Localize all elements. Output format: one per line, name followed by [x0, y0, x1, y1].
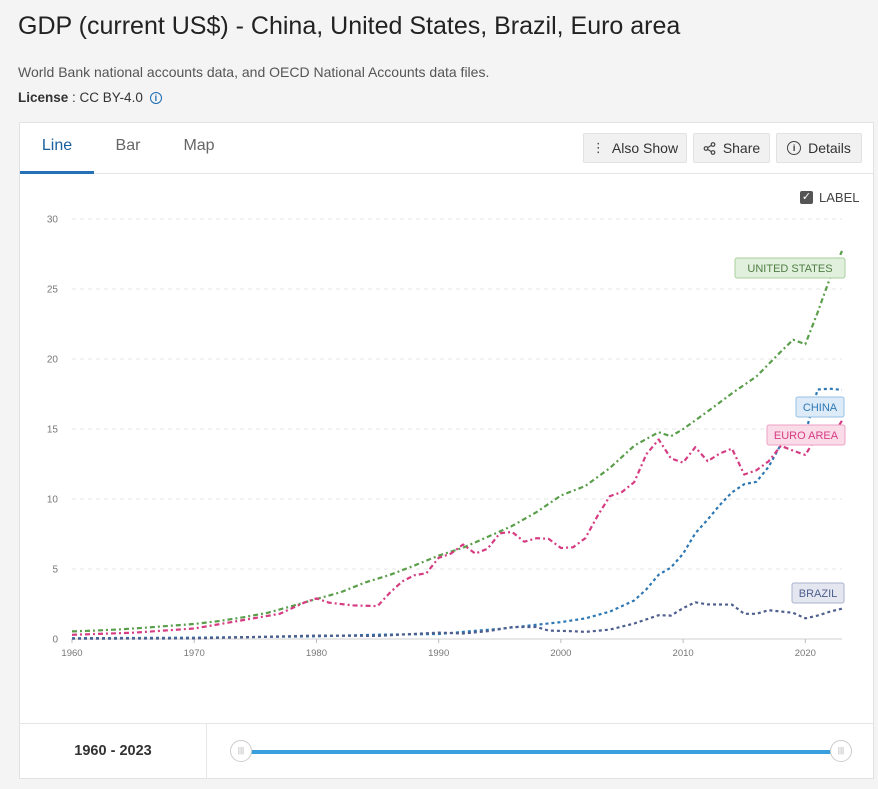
share-icon [703, 141, 716, 155]
series-label-box-brazil [791, 582, 845, 604]
label-toggle[interactable]: ✓ LABEL [800, 190, 859, 205]
tab-map[interactable]: Map [183, 137, 215, 154]
x-tick-label: 2010 [673, 648, 694, 659]
year-range-label: 1960 - 2023 [20, 724, 207, 779]
y-tick-label: 5 [52, 565, 58, 576]
range-separator: - [106, 743, 120, 759]
x-tick-label: 2000 [550, 648, 571, 659]
tab-bar[interactable]: Bar [115, 137, 141, 154]
series-label-brazil: BRAZIL [799, 588, 838, 600]
y-tick-label: 30 [47, 215, 59, 226]
y-tick-label: 20 [47, 355, 59, 366]
details-button[interactable]: i Details [776, 133, 862, 163]
license-separator: : [68, 90, 80, 105]
range-footer: 1960 - 2023 ||| ||| [20, 723, 873, 779]
license-line: License : CC BY-4.0 i [18, 90, 162, 105]
view-tabs: Line Bar Map ⋮ Also Show Share i Details [20, 123, 873, 174]
source-note: World Bank national accounts data, and O… [18, 64, 490, 80]
y-tick-label: 25 [47, 285, 59, 296]
series-line-brazil [71, 601, 843, 640]
series-label-box-united-states [734, 257, 846, 279]
y-tick-label: 10 [47, 495, 59, 506]
line-chart: 0 5 10 15 20 25 30 1960 1970 1980 1990 2000 2010 2020… [47, 215, 846, 659]
x-tick-label: 1980 [306, 648, 327, 659]
label-toggle-text: LABEL [819, 190, 860, 205]
details-label: Details [808, 140, 851, 156]
x-tick-label: 2020 [795, 648, 816, 659]
also-show-label: Also Show [611, 140, 679, 156]
info-icon[interactable]: i [149, 91, 162, 104]
series-line-china [71, 387, 843, 640]
chart-card: Line Bar Map ⋮ Also Show Share i Details… [19, 122, 874, 779]
range-end: 2023 [119, 743, 152, 759]
also-show-button[interactable]: ⋮ Also Show [583, 133, 687, 163]
x-tick-label: 1960 [61, 648, 82, 659]
y-tick-label: 0 [52, 635, 58, 646]
share-label: Share [722, 140, 761, 156]
x-tick-label: 1970 [184, 648, 205, 659]
license-label: License [18, 90, 69, 105]
series-label-china: CHINA [803, 402, 838, 414]
label-checkbox[interactable]: ✓ [800, 191, 813, 204]
series-label-box-euro-area [766, 424, 846, 446]
series-line-euro-area [71, 420, 843, 636]
series-label-box-china [795, 396, 845, 418]
range-end-handle[interactable]: ||| [830, 740, 852, 762]
series-label-euro-area: EURO AREA [774, 430, 839, 442]
range-slider-track[interactable] [242, 750, 840, 754]
series-label-united-states: UNITED STATES [747, 263, 832, 275]
info-circle-icon: i [787, 141, 802, 155]
range-start-handle[interactable]: ||| [230, 740, 252, 762]
y-tick-label: 15 [47, 425, 59, 436]
share-button[interactable]: Share [693, 133, 770, 163]
license-value: CC BY-4.0 [79, 90, 143, 105]
x-tick-label: 1990 [428, 648, 449, 659]
tab-line[interactable]: Line [20, 123, 94, 174]
series-line-united-states [71, 250, 844, 633]
page-title: GDP (current US$) - China, United States… [18, 12, 681, 40]
range-start: 1960 [74, 743, 107, 759]
more-vertical-icon: ⋮ [591, 140, 605, 155]
